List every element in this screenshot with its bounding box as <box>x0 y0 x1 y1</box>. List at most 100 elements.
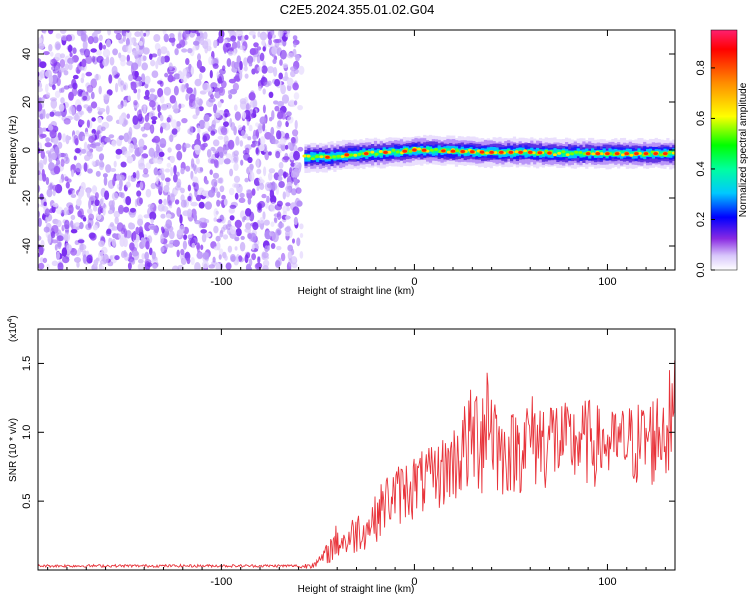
noise-speckle <box>277 100 284 107</box>
noise-speckle <box>88 199 92 210</box>
noise-speckle <box>187 208 192 218</box>
noise-speckle <box>145 240 150 250</box>
noise-speckle <box>130 81 137 91</box>
noise-speckle <box>95 146 103 152</box>
noise-speckle <box>232 82 239 91</box>
noise-speckle <box>213 159 219 168</box>
noise-speckle <box>156 159 163 165</box>
noise-speckle <box>136 109 143 119</box>
noise-speckle <box>251 253 256 261</box>
noise-speckle <box>275 260 281 268</box>
noise-speckle <box>257 31 261 38</box>
noise-speckle <box>61 247 68 257</box>
spectrogram-xtick-label: 0 <box>411 276 417 288</box>
noise-speckle <box>60 87 65 93</box>
noise-speckle <box>112 176 116 187</box>
noise-speckle <box>111 140 117 147</box>
noise-speckle <box>115 82 119 93</box>
noise-speckle <box>58 67 66 73</box>
noise-speckle <box>119 178 123 189</box>
noise-speckle <box>227 139 235 150</box>
noise-speckle <box>38 184 41 194</box>
noise-speckle <box>43 226 50 233</box>
noise-speckle <box>294 119 298 130</box>
noise-speckle <box>152 157 159 164</box>
noise-speckle <box>292 238 295 244</box>
noise-speckle <box>82 95 88 101</box>
noise-speckle <box>171 128 178 135</box>
spectrogram-xlabel: Height of straight line (km) <box>298 286 415 297</box>
signal-band-cell <box>611 151 615 156</box>
noise-speckle <box>134 31 142 37</box>
noise-speckle <box>185 93 189 101</box>
peak-point <box>652 151 659 156</box>
noise-speckle <box>169 155 175 164</box>
noise-speckle <box>290 188 297 196</box>
noise-speckle <box>209 169 213 175</box>
noise-speckle <box>52 202 59 208</box>
noise-speckle <box>255 147 259 155</box>
noise-speckle <box>251 243 255 251</box>
noise-speckle <box>195 158 200 165</box>
noise-speckle <box>210 130 216 136</box>
noise-speckle <box>234 246 238 251</box>
noise-speckle <box>276 245 282 251</box>
noise-speckle <box>151 53 158 58</box>
noise-speckle <box>286 52 294 59</box>
noise-speckle <box>87 168 93 174</box>
noise-speckle <box>151 251 156 260</box>
noise-speckle <box>97 206 102 215</box>
noise-speckle <box>251 188 256 196</box>
noise-speckle <box>38 169 41 176</box>
noise-speckle <box>288 99 296 106</box>
noise-speckle <box>150 116 158 121</box>
noise-speckle <box>166 117 171 123</box>
peak-point <box>507 150 514 155</box>
noise-speckle <box>274 105 280 112</box>
signal-speckle <box>429 148 434 152</box>
signal-speckle <box>378 150 383 153</box>
noise-speckle <box>64 176 69 182</box>
noise-speckle <box>285 202 291 207</box>
colorbar-label: Normalized spectral amplitude <box>738 82 749 217</box>
peak-point <box>459 149 466 154</box>
noise-speckle <box>126 113 130 119</box>
noise-speckle <box>134 70 139 78</box>
noise-speckle <box>111 226 118 231</box>
peak-point <box>623 151 630 156</box>
noise-speckle <box>102 48 111 58</box>
snr-multiplier-base: (x10 <box>8 322 19 342</box>
noise-speckle <box>80 30 87 35</box>
noise-speckle <box>94 142 101 147</box>
noise-speckle <box>197 53 201 62</box>
noise-speckle <box>38 119 41 129</box>
noise-speckle <box>174 48 179 56</box>
noise-speckle <box>186 73 191 79</box>
peak-point <box>343 152 350 157</box>
noise-speckle <box>299 223 304 230</box>
noise-speckle <box>223 135 229 145</box>
noise-speckle <box>232 182 240 189</box>
noise-speckle <box>119 237 125 247</box>
signal-speckle <box>315 155 320 159</box>
noise-speckle <box>217 135 224 140</box>
noise-speckle <box>232 49 237 56</box>
noise-speckle <box>63 118 71 125</box>
noise-speckle <box>44 142 52 148</box>
noise-speckle <box>105 105 110 115</box>
noise-speckle <box>153 34 161 42</box>
noise-speckle <box>139 30 144 38</box>
noise-speckle <box>139 181 144 190</box>
snr-xtick-label: 0 <box>411 576 417 588</box>
noise-speckle <box>186 257 191 265</box>
snr-ytick-label: 0.5 <box>21 493 33 508</box>
noise-speckle <box>212 139 220 147</box>
noise-speckle <box>82 217 87 222</box>
noise-speckle <box>281 94 290 104</box>
noise-speckle <box>77 239 85 244</box>
signal-band-cell <box>376 150 380 155</box>
colorbar-tick-label: 0.2 <box>695 212 707 227</box>
noise-speckle <box>98 240 105 247</box>
noise-speckle <box>68 204 74 214</box>
noise-speckle <box>52 84 56 91</box>
